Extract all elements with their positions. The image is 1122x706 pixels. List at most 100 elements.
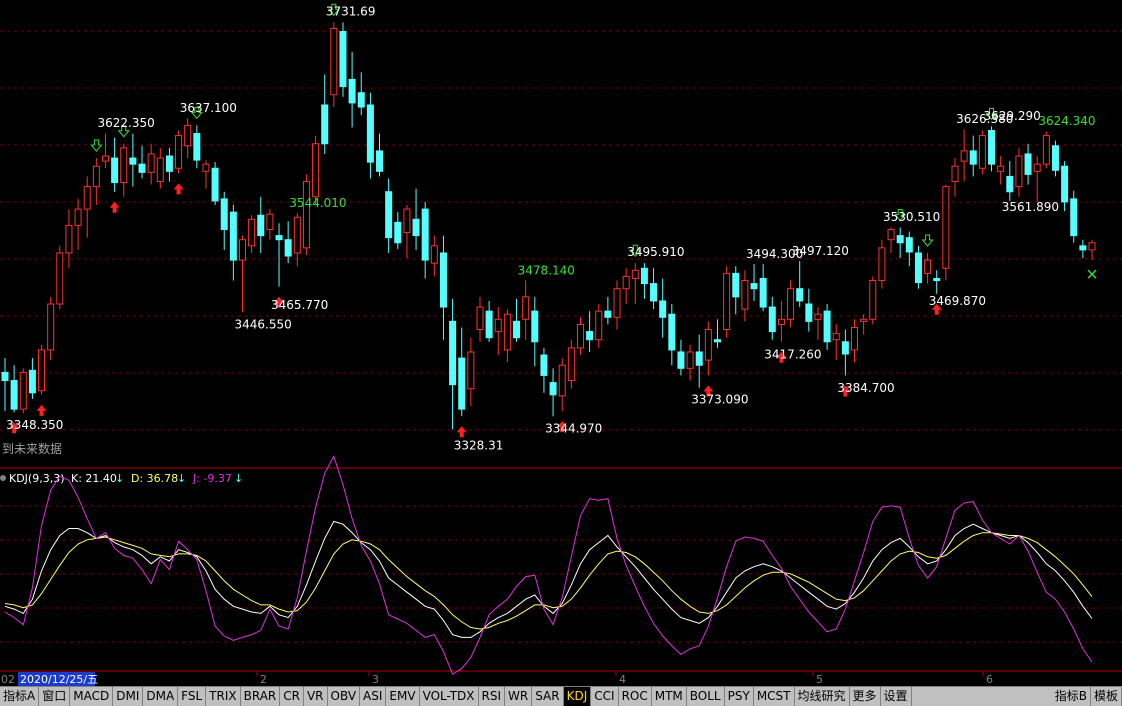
tab-0[interactable]: 指标A xyxy=(0,687,40,706)
tab-3[interactable]: DMI xyxy=(113,687,144,706)
candle-body xyxy=(558,364,566,397)
tab-20[interactable]: MTM xyxy=(652,687,687,706)
tab-12[interactable]: EMV xyxy=(386,687,420,706)
candle xyxy=(576,317,584,356)
candle-body xyxy=(19,371,27,410)
candle xyxy=(312,135,320,205)
tab-26[interactable]: 设置 xyxy=(881,687,912,706)
candle-body xyxy=(1051,145,1059,171)
right-tab-1[interactable]: 模板 xyxy=(1091,687,1122,706)
candle xyxy=(841,329,849,376)
candle xyxy=(229,204,237,281)
candle-body xyxy=(878,247,886,282)
candle xyxy=(887,227,895,253)
candle xyxy=(56,245,64,310)
candle-body xyxy=(1070,198,1078,237)
tab-15[interactable]: WR xyxy=(505,687,533,706)
date-label: 2020/12/25/五 xyxy=(20,673,98,686)
candle xyxy=(10,365,18,413)
x-tick: 4 xyxy=(619,673,626,686)
tab-14[interactable]: RSI xyxy=(479,687,506,706)
tab-8[interactable]: CR xyxy=(280,687,304,706)
tab-22[interactable]: PSY xyxy=(725,687,754,706)
tab-1[interactable]: 窗口 xyxy=(39,687,71,706)
candle-body xyxy=(83,186,91,210)
candle xyxy=(832,324,840,361)
tab-6[interactable]: TRIX xyxy=(206,687,241,706)
tab-16[interactable]: SAR xyxy=(532,687,564,706)
candlestick-kdj-chart[interactable]: 3348.350 3622.350 3637.100 3446.550 3544.010… xyxy=(0,0,1122,686)
tab-spacer xyxy=(912,687,1052,706)
candle xyxy=(293,213,301,267)
candle-body xyxy=(1033,163,1041,172)
candle xyxy=(92,158,100,205)
candle xyxy=(531,296,539,367)
candle-body xyxy=(832,333,840,341)
tab-2[interactable]: MACD xyxy=(70,687,114,706)
tab-18[interactable]: CCI xyxy=(591,687,619,706)
candle xyxy=(302,174,310,256)
candle-body xyxy=(266,213,274,230)
candle xyxy=(613,280,621,330)
candle xyxy=(376,133,384,177)
candle-body xyxy=(92,165,100,188)
candle-body xyxy=(1015,155,1023,188)
buy-arrow-icon xyxy=(173,183,184,195)
candle xyxy=(111,137,119,192)
candle xyxy=(851,319,859,363)
date-highlight xyxy=(18,672,95,686)
price-annotation: 3626.380 xyxy=(956,112,1013,126)
kdj-k-arrow-icon: ↓ xyxy=(115,472,124,485)
candle xyxy=(257,196,265,253)
candle-body xyxy=(723,272,731,331)
candle-body xyxy=(668,313,676,351)
candle xyxy=(604,296,612,325)
candle xyxy=(905,231,913,267)
tab-13[interactable]: VOL-TDX xyxy=(420,687,479,706)
candle xyxy=(156,147,164,189)
candle-body xyxy=(111,157,119,184)
right-tab-0[interactable]: 指标B xyxy=(1052,687,1091,706)
candle-body xyxy=(695,351,703,366)
tab-4[interactable]: DMA xyxy=(143,687,179,706)
tab-17[interactable]: KDJ xyxy=(563,687,592,706)
candle xyxy=(220,191,228,250)
tab-21[interactable]: BOLL xyxy=(687,687,725,706)
candle xyxy=(1006,161,1014,201)
candle-body xyxy=(540,354,548,376)
candle xyxy=(741,270,749,322)
tab-7[interactable]: BRAR xyxy=(241,687,281,706)
kdj-line-k xyxy=(4,520,1093,638)
candle xyxy=(1042,131,1050,169)
candle-body xyxy=(129,157,137,165)
candle xyxy=(951,158,959,197)
candle-body xyxy=(385,191,393,239)
tab-10[interactable]: OBV xyxy=(328,687,361,706)
candle-body xyxy=(485,310,493,339)
tab-24[interactable]: 均线研究 xyxy=(795,687,850,706)
candle xyxy=(540,347,548,393)
tab-11[interactable]: ASI xyxy=(360,687,387,706)
candle-body xyxy=(193,133,201,161)
x-tick: 5 xyxy=(816,673,823,686)
candle xyxy=(713,319,721,348)
tab-23[interactable]: MCST xyxy=(754,687,795,706)
tab-9[interactable]: VR xyxy=(304,687,328,706)
candle-body xyxy=(905,237,913,253)
candle-body xyxy=(567,347,575,382)
candle xyxy=(120,143,128,197)
tab-5[interactable]: FSL xyxy=(178,687,207,706)
candle-body xyxy=(220,198,228,230)
tab-25[interactable]: 更多 xyxy=(850,687,881,706)
candle xyxy=(28,358,36,399)
price-annotation: 3497.120 xyxy=(792,244,849,258)
sell-arrow-icon xyxy=(190,106,203,120)
price-annotation: 3494.300 xyxy=(746,247,803,261)
candle xyxy=(238,235,246,313)
tab-19[interactable]: ROC xyxy=(619,687,652,706)
candle xyxy=(942,184,950,281)
candle xyxy=(1015,147,1023,197)
candle-body xyxy=(202,163,210,172)
price-annotation: 3622.350 xyxy=(97,116,154,130)
candle-body xyxy=(942,186,950,269)
